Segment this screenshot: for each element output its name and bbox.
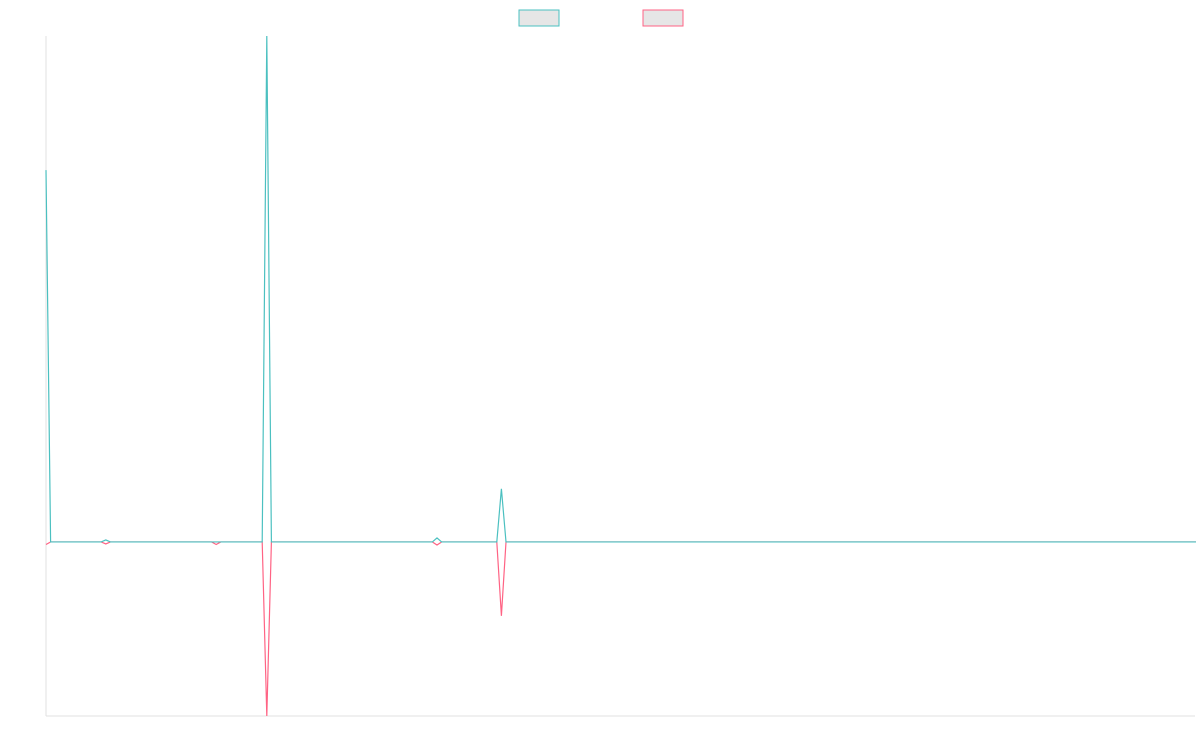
legend-swatch — [642, 9, 684, 27]
line-series — [45, 35, 1196, 543]
legend-swatch — [518, 9, 560, 27]
line-series — [45, 541, 1196, 717]
